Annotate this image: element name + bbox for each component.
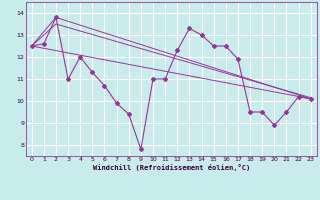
X-axis label: Windchill (Refroidissement éolien,°C): Windchill (Refroidissement éolien,°C) (92, 164, 250, 171)
